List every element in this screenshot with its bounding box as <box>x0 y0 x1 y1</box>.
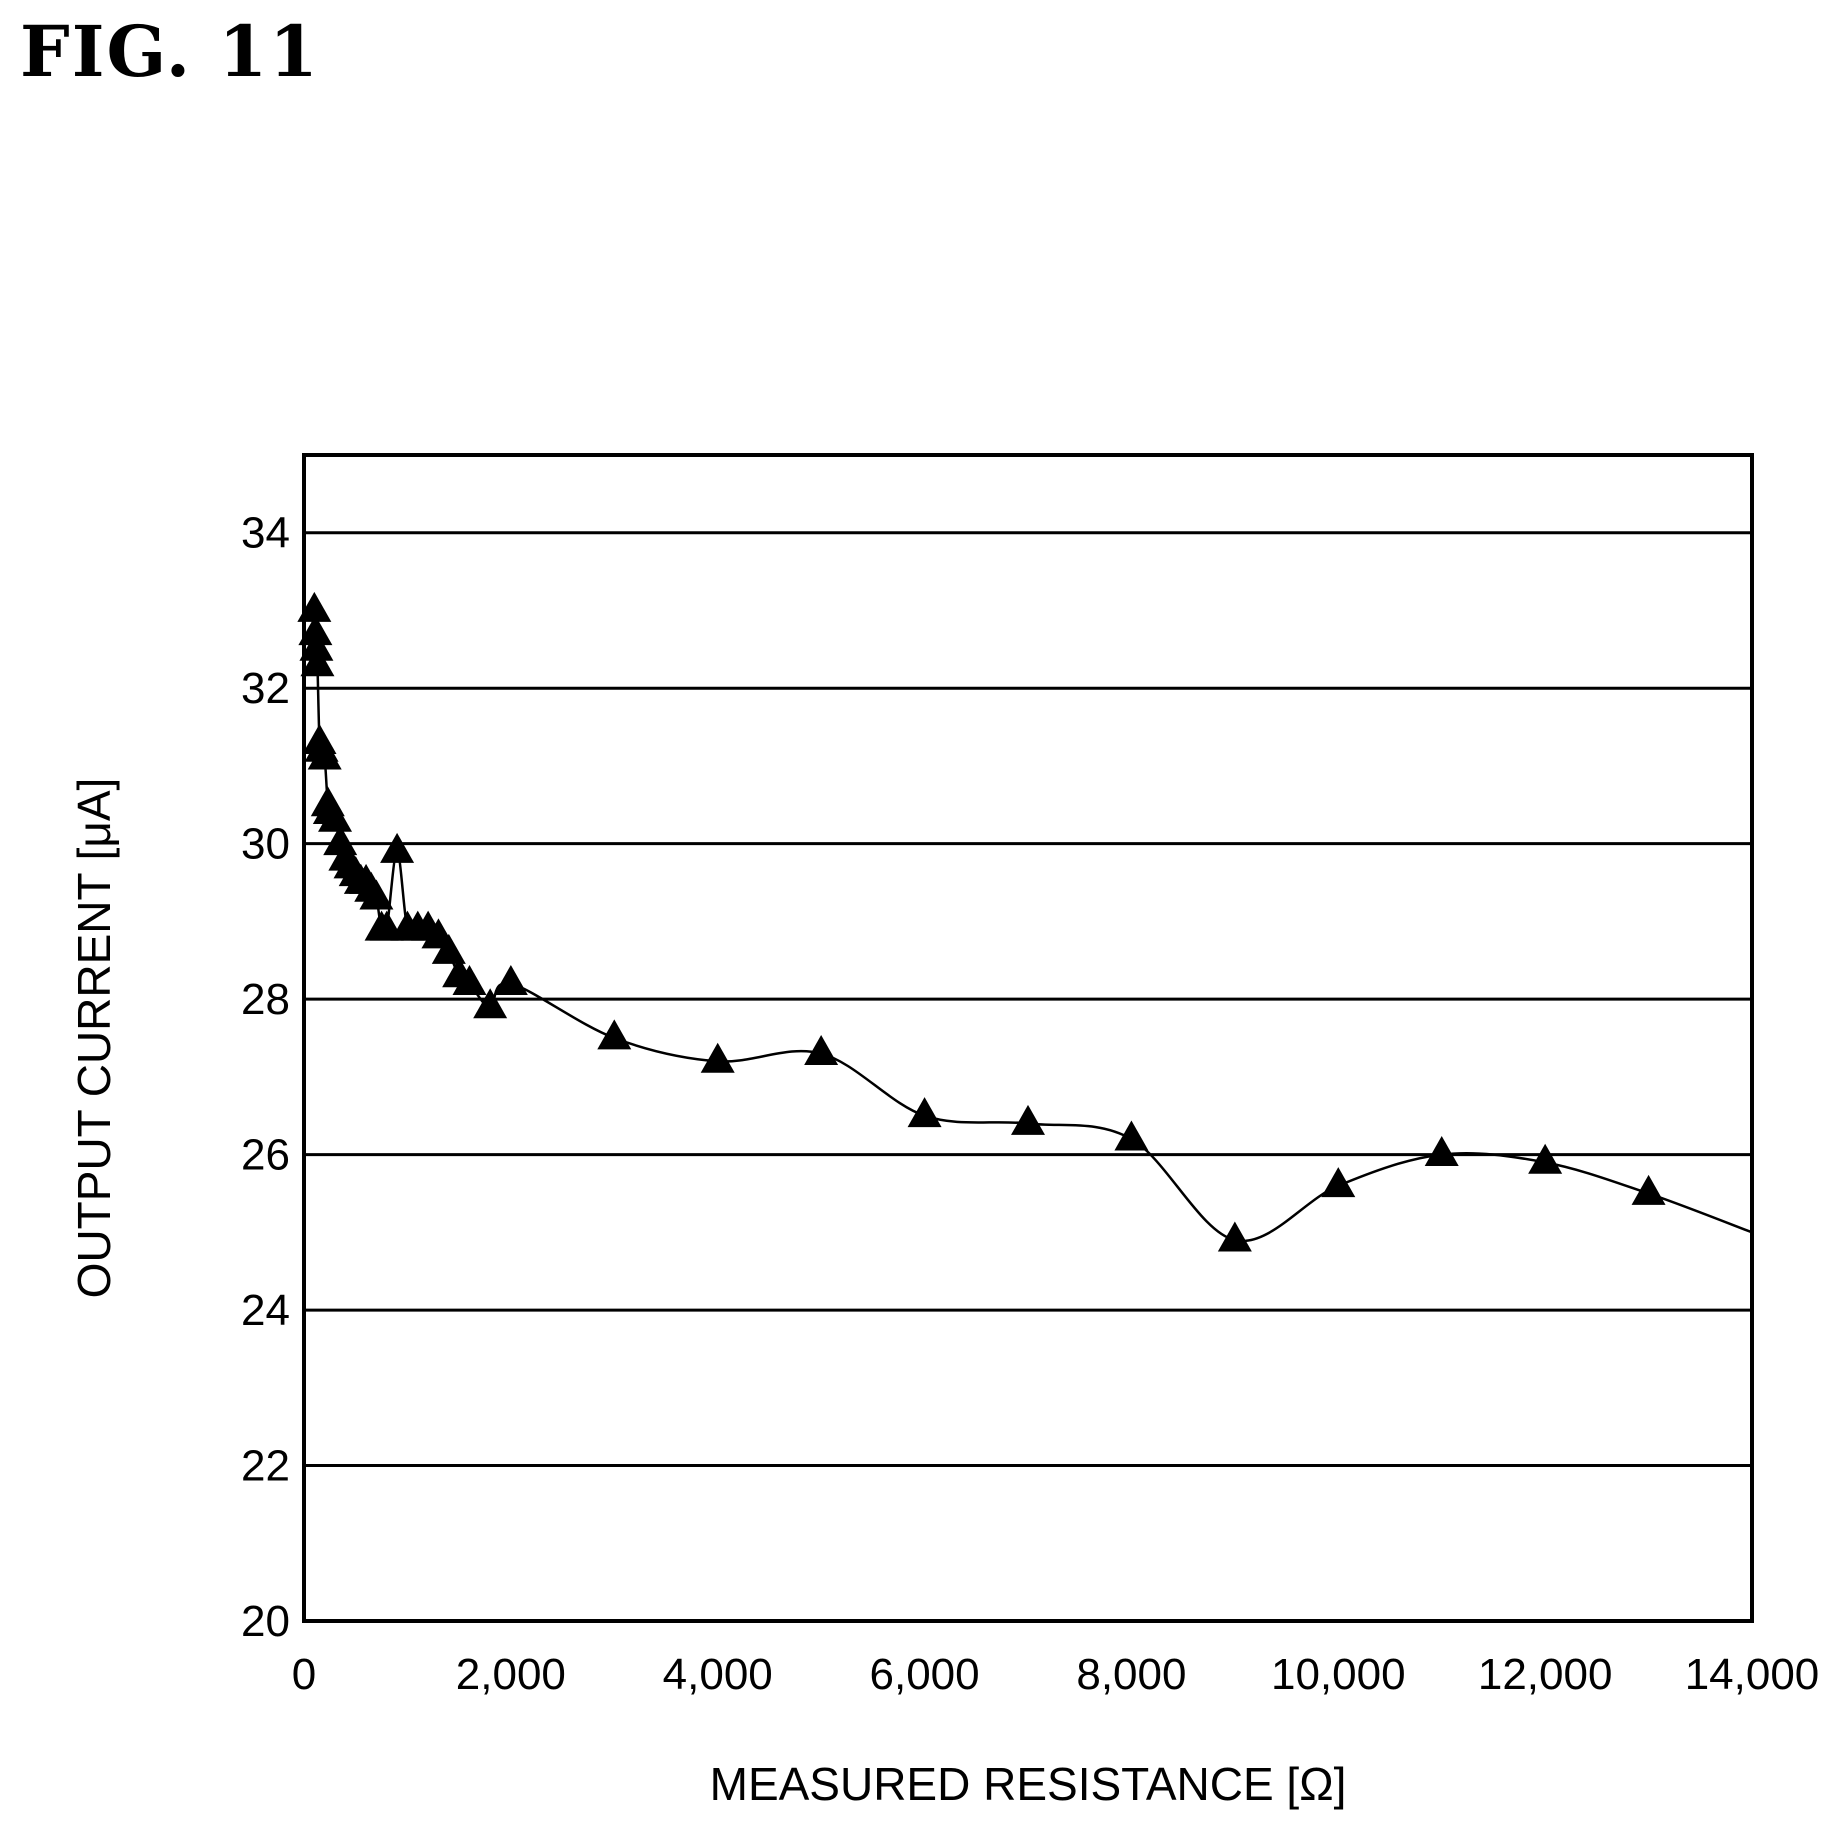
data-point-triangle <box>1528 1143 1563 1174</box>
data-point-triangle <box>1424 1136 1459 1166</box>
y-tick-label: 24 <box>241 1286 290 1335</box>
x-tick-label: 12,000 <box>1478 1650 1613 1699</box>
y-tick-label: 30 <box>241 820 290 869</box>
data-point-triangle <box>1011 1104 1045 1135</box>
marker-layer <box>297 591 1666 1252</box>
data-point-triangle <box>359 879 394 910</box>
data-point-triangle <box>318 801 353 832</box>
data-point-triangle <box>300 646 335 677</box>
y-tick-label: 34 <box>241 509 290 558</box>
data-point-triangle <box>298 615 333 646</box>
data-point-triangle <box>493 964 528 995</box>
data-point-triangle <box>597 1019 632 1050</box>
y-tick-label: 22 <box>241 1442 290 1491</box>
x-tick-label: 0 <box>292 1650 316 1699</box>
data-point-triangle <box>1631 1174 1666 1205</box>
y-tick-label: 28 <box>241 975 290 1024</box>
curve-layer <box>313 610 1753 1243</box>
data-point-triangle <box>804 1034 839 1065</box>
data-point-triangle <box>431 933 466 964</box>
data-point-triangle <box>473 988 508 1019</box>
series-line <box>313 610 1753 1243</box>
data-point-triangle <box>907 1097 942 1128</box>
grid-lines <box>304 531 1752 1468</box>
data-point-triangle <box>1321 1167 1356 1198</box>
y-tick-label: 20 <box>241 1597 290 1646</box>
y-tick-label: 32 <box>241 664 290 713</box>
x-tick-label: 6,000 <box>870 1650 980 1699</box>
x-tick-label: 2,000 <box>456 1650 566 1699</box>
data-point-triangle <box>700 1042 735 1073</box>
data-point-triangle <box>299 630 334 661</box>
y-axis-title: OUTPUT CURRENT [μA] <box>68 778 120 1299</box>
data-point-triangle <box>1114 1120 1149 1151</box>
figure-label: FIG. 11 <box>20 10 320 93</box>
data-point-triangle <box>452 964 487 995</box>
plot-frame <box>302 453 1754 1623</box>
data-point-triangle <box>380 832 415 863</box>
data-point-triangle <box>307 739 342 770</box>
x-tick-label: 10,000 <box>1271 1650 1406 1699</box>
x-tick-label: 14,000 <box>1685 1650 1820 1699</box>
x-tick-label: 8,000 <box>1076 1650 1186 1699</box>
y-tick-label: 26 <box>241 1131 290 1180</box>
x-axis-title: MEASURED RESISTANCE [Ω] <box>710 1758 1347 1810</box>
x-tick-label: 4,000 <box>663 1650 773 1699</box>
x-tick-labels: 0 2,000 4,000 6,000 8,000 10,000 12,000 14,000 <box>292 1650 1820 1699</box>
data-point-triangle <box>1217 1221 1252 1252</box>
y-tick-labels: 20 22 24 26 28 30 32 34 <box>241 509 290 1646</box>
